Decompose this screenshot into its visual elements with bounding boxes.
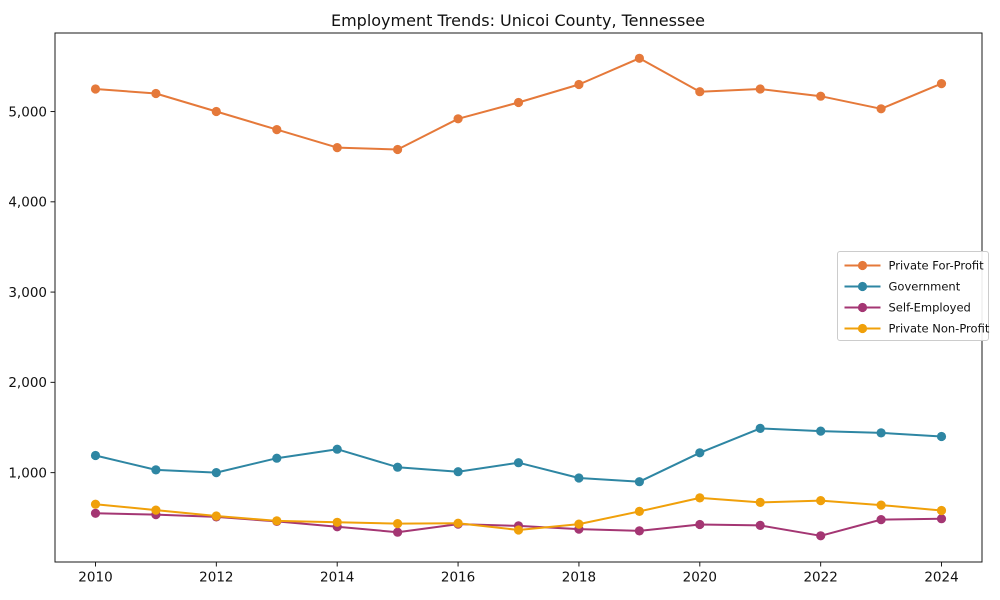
data-point-private-non-profit-2019	[634, 506, 645, 516]
legend-marker	[857, 260, 868, 271]
data-point-private-for-profit-2021	[755, 84, 765, 94]
series-line	[94, 427, 943, 483]
x-axis: 2010 2012 2014 2016 2018 2020 2022 2024	[78, 562, 959, 586]
legend-marker	[857, 281, 868, 292]
x-tick-label: 2010	[78, 570, 112, 586]
data-point-government-2016	[453, 467, 463, 477]
data-point-private-for-profit-2018	[574, 79, 584, 90]
data-point-private-for-profit-2022	[816, 91, 826, 101]
data-point-private-non-profit-2018	[574, 519, 584, 529]
data-point-self-employed-2010	[90, 508, 101, 518]
data-point-private-for-profit-2017	[513, 97, 524, 108]
y-tick-label: 5,000	[8, 104, 47, 120]
data-point-private-non-profit-2014	[332, 517, 342, 527]
x-tick-label: 2018	[562, 570, 596, 586]
data-point-private-non-profit-2010	[90, 499, 101, 509]
x-tick-label: 2012	[199, 570, 233, 586]
data-point-self-employed-2022	[816, 531, 826, 541]
data-point-private-for-profit-2010	[90, 84, 101, 94]
legend-box	[837, 251, 989, 341]
data-point-private-for-profit-2015	[393, 144, 403, 155]
data-point-private-for-profit-2014	[332, 143, 342, 153]
legend-marker	[857, 323, 868, 334]
data-point-private-for-profit-2020	[695, 87, 705, 97]
y-tick-label: 2,000	[8, 375, 47, 391]
plot-area: 2010 2012 2014 2016 2018 2020 2022 2024 1,000 2,0…	[8, 32, 990, 586]
data-point-government-2013	[272, 453, 282, 463]
data-point-private-non-profit-2012	[211, 511, 221, 521]
data-point-self-employed-2024	[936, 514, 947, 524]
data-point-self-employed-2020	[695, 519, 705, 530]
data-point-self-employed-2015	[393, 527, 403, 537]
legend: Private For-Profit Government Self-Employe…	[837, 251, 990, 341]
y-tick-label: 4,000	[8, 195, 47, 211]
data-point-government-2024	[936, 431, 947, 442]
data-point-government-2023	[876, 428, 886, 438]
data-point-government-2017	[513, 458, 524, 468]
x-tick-label: 2016	[441, 570, 475, 586]
data-point-government-2012	[211, 468, 221, 478]
y-tick-label: 3,000	[8, 285, 47, 301]
data-point-government-2022	[816, 426, 826, 436]
series-private-for-profit	[90, 53, 947, 155]
data-point-private-for-profit-2013	[272, 125, 282, 135]
legend-label: Self-Employed	[889, 301, 971, 315]
data-point-government-2011	[151, 465, 161, 475]
data-point-self-employed-2019	[634, 526, 645, 536]
series-private-non-profit	[90, 493, 947, 535]
data-point-private-non-profit-2022	[816, 496, 826, 506]
data-point-private-non-profit-2015	[393, 519, 403, 529]
data-point-government-2018	[574, 473, 584, 483]
data-point-government-2015	[393, 462, 403, 472]
data-point-government-2021	[755, 423, 765, 433]
y-axis: 1,000 2,000 3,000 4,000 5,000	[8, 104, 55, 481]
legend-item-private-non-profit: Private Non-Profit	[844, 322, 990, 336]
legend-label: Private For-Profit	[889, 259, 985, 273]
chart-title: Employment Trends: Unicoi County, Tennes…	[331, 11, 705, 30]
data-point-private-for-profit-2016	[453, 114, 463, 124]
legend-marker	[857, 302, 868, 313]
data-point-private-non-profit-2023	[876, 500, 886, 510]
x-tick-label: 2022	[803, 570, 837, 586]
data-point-private-for-profit-2012	[211, 106, 221, 117]
legend-item-private-for-profit: Private For-Profit	[844, 259, 985, 273]
data-point-private-non-profit-2016	[453, 518, 463, 528]
x-tick-label: 2020	[683, 570, 717, 586]
data-point-private-non-profit-2021	[755, 497, 765, 507]
y-tick-label: 1,000	[8, 465, 47, 481]
data-point-government-2010	[90, 450, 101, 461]
x-tick-label: 2014	[320, 570, 354, 586]
x-tick-label: 2024	[924, 570, 958, 586]
data-point-private-for-profit-2019	[634, 53, 645, 63]
data-point-private-non-profit-2011	[151, 505, 161, 515]
series-government	[90, 423, 947, 487]
data-point-private-non-profit-2013	[272, 516, 282, 526]
data-point-government-2019	[634, 477, 645, 487]
data-point-private-for-profit-2023	[876, 104, 886, 114]
legend-label: Government	[889, 280, 961, 294]
data-point-government-2020	[695, 448, 705, 458]
data-point-private-for-profit-2024	[936, 79, 947, 89]
data-point-private-non-profit-2020	[695, 493, 705, 503]
data-point-private-non-profit-2024	[936, 505, 947, 516]
data-point-private-non-profit-2017	[513, 525, 524, 535]
data-point-government-2014	[332, 444, 342, 454]
legend-label: Private Non-Profit	[889, 322, 990, 336]
data-point-self-employed-2023	[876, 515, 886, 525]
legend-item-self-employed: Self-Employed	[844, 301, 971, 315]
data-point-private-for-profit-2011	[151, 88, 161, 99]
data-point-self-employed-2021	[755, 520, 765, 531]
legend-item-government: Government	[844, 280, 961, 294]
